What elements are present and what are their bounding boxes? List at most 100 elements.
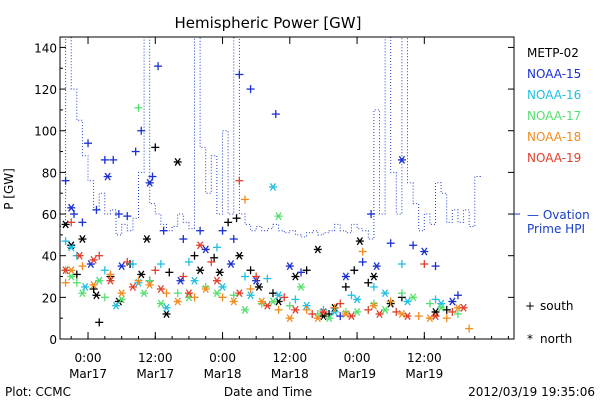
south-point — [95, 251, 104, 260]
south-point — [252, 272, 261, 281]
south-point — [61, 237, 70, 246]
south-point — [442, 314, 451, 323]
north-point — [81, 282, 90, 291]
north-point — [176, 276, 185, 285]
north-point — [381, 289, 390, 298]
y-tick-label: 80 — [42, 166, 57, 180]
north-point — [285, 314, 294, 323]
north-point — [89, 255, 98, 264]
north-point — [103, 172, 112, 181]
north-point — [437, 303, 446, 312]
south-point — [173, 289, 182, 298]
legend-entry: NOAA-15 — [527, 67, 581, 81]
south-point — [134, 276, 143, 285]
south-point — [308, 310, 317, 319]
south-point — [442, 305, 451, 314]
south-point — [67, 218, 76, 227]
x-tick-date-label: Mar18 — [271, 367, 309, 381]
north-point — [89, 280, 98, 289]
south-point — [100, 155, 109, 164]
north-point — [246, 291, 255, 300]
legend-entry: NOAA-18 — [527, 130, 581, 144]
south-point — [179, 235, 188, 244]
south-point — [232, 214, 241, 223]
north-point — [240, 305, 249, 314]
north-point — [117, 289, 126, 298]
south-point — [72, 278, 81, 287]
south-point — [151, 266, 160, 275]
south-point — [109, 155, 118, 164]
south-point — [386, 297, 395, 306]
south-point — [210, 253, 219, 262]
south-point — [235, 176, 244, 185]
south-point — [78, 262, 87, 271]
north-point — [184, 289, 193, 298]
north-point — [78, 235, 87, 244]
south-point — [61, 176, 70, 185]
north-point — [381, 305, 390, 314]
south-point — [218, 226, 227, 235]
north-point — [61, 266, 70, 275]
north-point — [215, 268, 224, 277]
south-point — [341, 282, 350, 291]
south-point — [431, 262, 440, 271]
north-point — [117, 262, 126, 271]
south-point — [235, 70, 244, 79]
legend-entry: METP-02 — [527, 46, 579, 60]
north-point — [397, 155, 406, 164]
north-point — [257, 297, 266, 306]
north-point — [437, 299, 446, 308]
south-point — [84, 139, 93, 148]
south-point — [350, 266, 359, 275]
south-point — [145, 276, 154, 285]
south-point — [165, 268, 174, 277]
north-point — [268, 297, 277, 306]
north-point — [448, 297, 457, 306]
south-point — [100, 293, 109, 302]
north-point — [347, 312, 356, 321]
y-axis-label: P [GW] — [2, 168, 16, 210]
north-point — [137, 270, 146, 279]
north-point — [128, 282, 137, 291]
south-point — [240, 195, 249, 204]
legend-entry: NOAA-16 — [527, 88, 581, 102]
south-point — [453, 310, 462, 319]
north-point — [291, 272, 300, 281]
plot-frame — [59, 36, 515, 340]
north-point — [420, 247, 429, 256]
x-tick-date-label: Mar18 — [204, 367, 242, 381]
north-point — [78, 289, 87, 298]
north-point — [75, 251, 84, 260]
north-point — [431, 307, 440, 316]
south-point — [212, 243, 221, 252]
x-tick-time-label: 12:00 — [138, 351, 173, 365]
chart-title: Hemispheric Power [GW] — [175, 14, 362, 32]
y-tick-label: 40 — [42, 250, 57, 264]
north-point — [67, 243, 76, 252]
south-point — [367, 210, 376, 219]
north-point — [218, 282, 227, 291]
south-point — [330, 303, 339, 312]
symbol-key-label: north — [540, 332, 572, 346]
north-point — [403, 297, 412, 306]
north-point — [67, 272, 76, 281]
south-point — [154, 62, 163, 71]
south-point — [246, 85, 255, 94]
north-point — [156, 299, 165, 308]
south-point — [302, 266, 311, 275]
south-point — [297, 268, 306, 277]
x-tick-time-label: 0:00 — [344, 351, 371, 365]
north-point — [353, 295, 362, 304]
south-point — [364, 278, 373, 287]
north-point — [319, 307, 328, 316]
north-point — [285, 262, 294, 271]
north-point — [372, 262, 381, 271]
north-point — [212, 289, 221, 298]
north-point — [112, 301, 121, 310]
north-point — [156, 285, 165, 293]
south-point — [179, 272, 188, 281]
north-point — [252, 276, 261, 285]
south-point — [386, 239, 395, 248]
south-point — [246, 285, 255, 294]
south-point — [397, 260, 406, 269]
